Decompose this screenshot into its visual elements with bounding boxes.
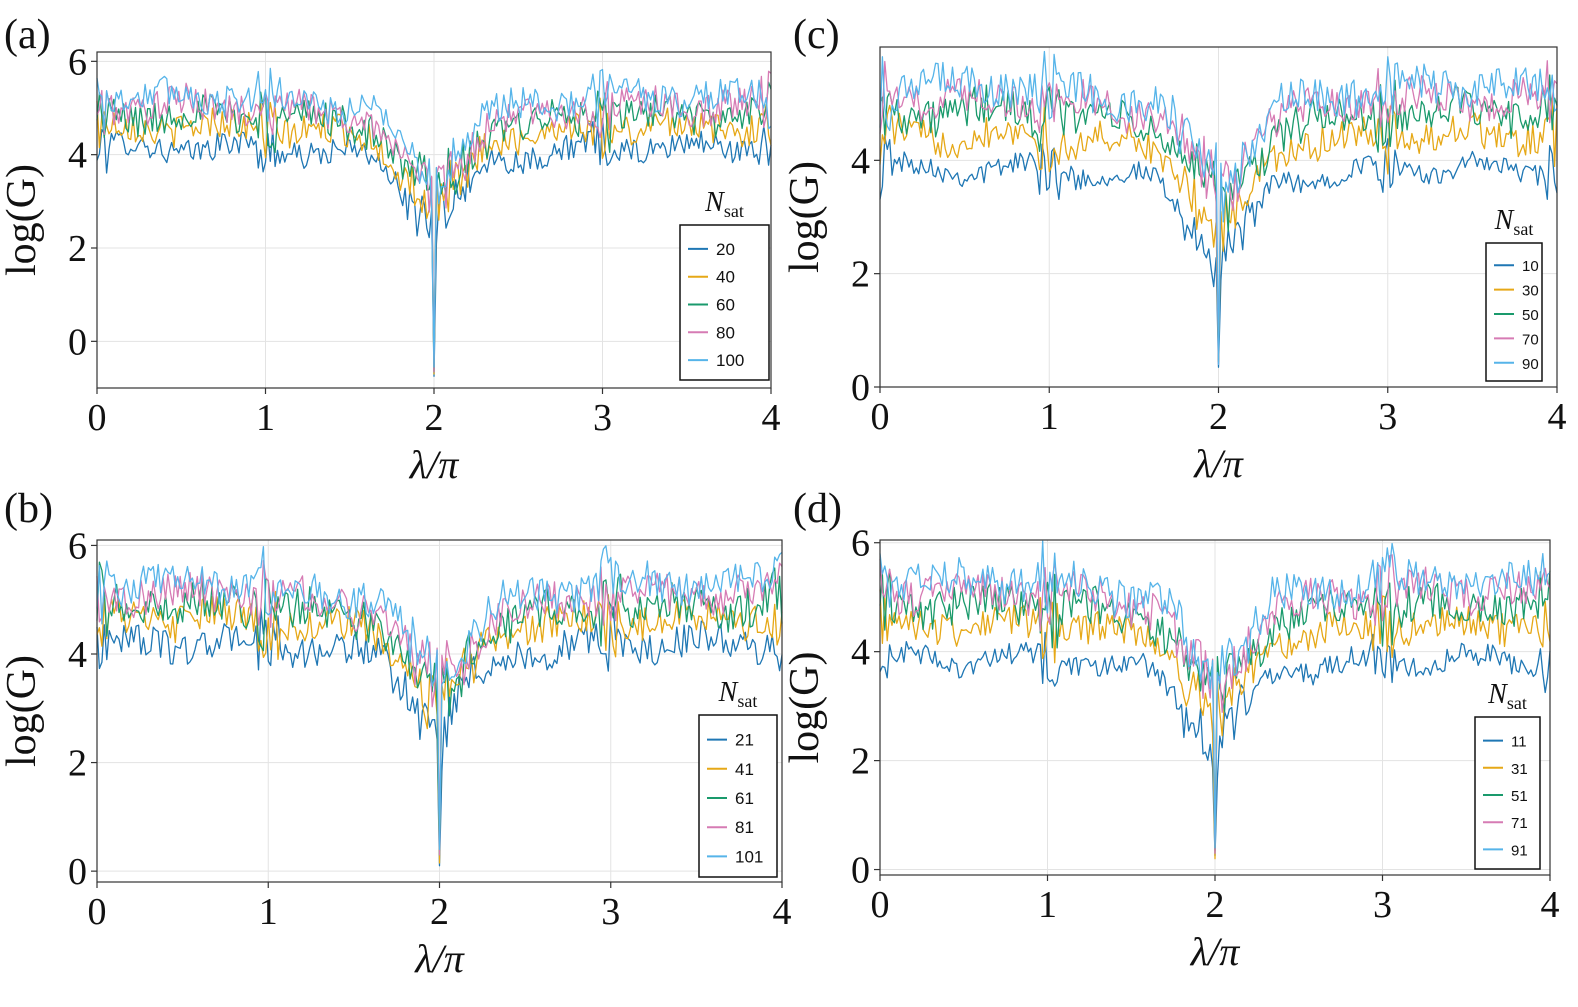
y-tick-label: 4 <box>851 140 870 182</box>
x-tick-label: 0 <box>871 884 890 926</box>
panel-c: 0 1 2 3 4 0 2 4 λ/π log(G) (c) Nsat 10 30 50 70 90 <box>782 12 1567 486</box>
legend-entry-80: 80 <box>716 323 735 342</box>
y-tick-label: 2 <box>68 228 87 270</box>
legend-entry-20: 20 <box>716 240 735 259</box>
y-axis-label: log(G) <box>0 164 45 276</box>
y-tick-label: 2 <box>851 254 870 296</box>
legend-entry-21: 21 <box>735 731 754 750</box>
x-axis-label: λ/π <box>409 442 459 487</box>
legend-entry-31: 31 <box>1511 761 1528 778</box>
legend-entry-41: 41 <box>735 760 754 779</box>
legend-entry-71: 71 <box>1511 815 1528 832</box>
y-tick-label: 0 <box>68 321 87 363</box>
x-tick-label: 0 <box>88 891 107 933</box>
x-tick-label: 3 <box>1373 884 1392 926</box>
x-tick-label: 1 <box>256 397 275 439</box>
y-tick-label: 4 <box>68 634 87 676</box>
legend-entry-90: 90 <box>1522 356 1539 373</box>
legend-entry-100: 100 <box>716 351 744 370</box>
legend-title-sub: sat <box>724 201 744 221</box>
x-tick-label: 2 <box>430 891 449 933</box>
legend-entry-11: 11 <box>1511 734 1527 751</box>
x-tick-label: 1 <box>259 891 278 933</box>
x-tick-label: 1 <box>1040 396 1059 438</box>
x-axis-label: λ/π <box>414 936 464 981</box>
legend-entry-91: 91 <box>1511 842 1528 859</box>
x-tick-label: 3 <box>601 891 620 933</box>
x-tick-label: 2 <box>425 397 444 439</box>
series-line-41 <box>96 590 783 864</box>
series-line-100 <box>96 67 772 368</box>
x-tick-label: 4 <box>1541 884 1560 926</box>
legend-entry-101: 101 <box>735 847 763 866</box>
panel-label: (c) <box>793 12 840 58</box>
y-tick-label: 6 <box>68 41 87 83</box>
y-axis-label: log(G) <box>782 161 828 273</box>
x-tick-label: 0 <box>871 396 890 438</box>
y-axis-label: log(G) <box>782 652 828 764</box>
y-tick-label: 0 <box>851 367 870 409</box>
panel-label: (a) <box>4 12 51 58</box>
y-tick-label: 0 <box>68 851 87 893</box>
y-tick-label: 2 <box>851 741 870 783</box>
legend-entry-60: 60 <box>716 296 735 315</box>
legend-title-sub: sat <box>1513 219 1533 239</box>
x-tick-label: 4 <box>762 397 781 439</box>
x-tick-label: 4 <box>1548 396 1567 438</box>
legend-title: Nsat <box>704 187 744 221</box>
y-axis-label: log(G) <box>0 655 45 767</box>
series-line-21 <box>96 606 783 867</box>
x-tick-label: 2 <box>1209 396 1228 438</box>
legend-entry-81: 81 <box>735 818 754 837</box>
legend-entry-50: 50 <box>1522 307 1539 324</box>
x-tick-label: 0 <box>88 397 107 439</box>
legend-entry-40: 40 <box>716 268 735 287</box>
legend-box <box>679 224 770 381</box>
x-tick-label: 3 <box>593 397 612 439</box>
series-line-101 <box>96 545 783 851</box>
legend-entry-30: 30 <box>1522 283 1539 300</box>
y-tick-label: 0 <box>851 850 870 892</box>
series-line-91 <box>879 540 1551 849</box>
series-line-10 <box>879 135 1558 368</box>
x-tick-label: 2 <box>1206 884 1225 926</box>
y-tick-label: 4 <box>851 632 870 674</box>
series-line-40 <box>96 97 772 375</box>
legend-entry-51: 51 <box>1511 788 1528 805</box>
x-tick-label: 3 <box>1378 396 1397 438</box>
panel-label: (b) <box>4 486 53 532</box>
y-tick-label: 6 <box>68 525 87 567</box>
legend-title-sub: sat <box>1507 693 1527 713</box>
legend-entry-70: 70 <box>1522 331 1539 348</box>
x-axis-label: λ/π <box>1193 441 1243 486</box>
series-line-20 <box>96 117 772 377</box>
x-tick-label: 4 <box>773 891 792 933</box>
legend-title: Nsat <box>1487 679 1527 713</box>
y-tick-label: 4 <box>68 135 87 177</box>
legend-title-sub: sat <box>737 691 757 711</box>
legend-title: Nsat <box>1494 205 1534 239</box>
series-line-31 <box>879 589 1551 860</box>
panel-b: 0 1 2 3 4 0 2 4 6 λ/π log(G) (b) Nsat 21 41 61 81 101 <box>0 486 792 981</box>
legend-box <box>1474 716 1541 870</box>
panel-label: (d) <box>793 486 842 532</box>
x-axis-label: λ/π <box>1190 929 1240 974</box>
legend-entry-61: 61 <box>735 789 754 808</box>
x-tick-label: 1 <box>1038 884 1057 926</box>
legend-title: Nsat <box>718 677 758 711</box>
legend-box <box>698 714 778 878</box>
series-line-90 <box>879 50 1558 365</box>
legend-entry-10: 10 <box>1522 258 1539 275</box>
y-tick-label: 2 <box>68 743 87 785</box>
panel-d: 0 1 2 3 4 0 2 4 6 λ/π log(G) (d) Nsat 11 31 51 71 91 <box>782 486 1560 974</box>
y-tick-label: 6 <box>851 523 870 565</box>
